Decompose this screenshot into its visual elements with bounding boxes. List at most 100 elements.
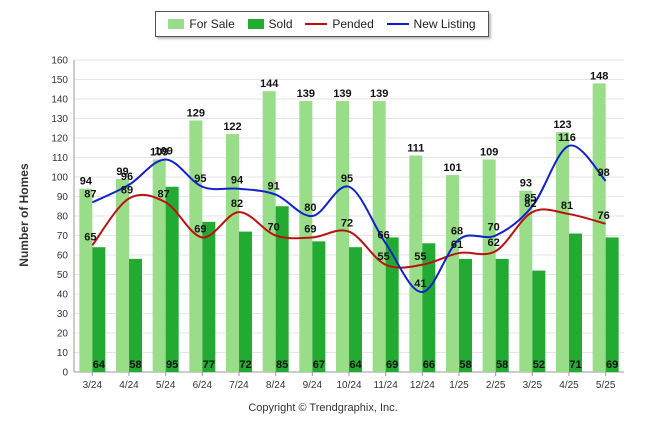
label-pended-10/24: 72	[341, 218, 353, 230]
legend-swatch-for-sale	[168, 19, 185, 29]
label-pended-7/24: 82	[231, 198, 243, 210]
bar-for-sale-4/25	[556, 132, 569, 372]
y-axis-label: Number of Homes	[17, 163, 31, 266]
label-for-sale-4/25: 123	[553, 119, 571, 131]
x-tick-label-10/24: 10/24	[336, 380, 361, 391]
label-for-sale-7/24: 122	[223, 121, 241, 133]
label-pended-5/24: 87	[158, 188, 170, 200]
copyright-text: Copyright © Trendgraphix, Inc.	[248, 402, 398, 414]
bar-sold-5/25	[605, 237, 619, 372]
label-pended-1/25: 61	[451, 239, 463, 251]
y-tick-label-140: 140	[51, 95, 68, 106]
label-sold-4/24: 58	[129, 359, 141, 371]
label-pended-2/25: 62	[488, 237, 500, 249]
label-for-sale-5/25: 148	[590, 70, 608, 82]
label-sold-12/24: 66	[423, 359, 435, 371]
bar-for-sale-11/24	[372, 100, 386, 372]
y-tick-label-30: 30	[57, 309, 69, 320]
y-tick-label-160: 160	[51, 56, 68, 67]
label-sold-4/25: 71	[569, 359, 581, 371]
y-tick-label-80: 80	[57, 212, 69, 223]
y-tick-label-10: 10	[57, 348, 69, 359]
label-for-sale-10/24: 139	[333, 88, 351, 100]
bar-sold-7/24	[239, 231, 252, 372]
x-tick-label-3/25: 3/25	[523, 380, 543, 391]
y-tick-label-90: 90	[57, 192, 69, 203]
label-for-sale-8/24: 144	[260, 78, 279, 90]
label-new-listing-10/24: 95	[341, 173, 353, 185]
bar-for-sale-1/25	[446, 175, 459, 372]
bar-for-sale-5/25	[592, 83, 606, 373]
label-sold-1/25: 58	[459, 359, 471, 371]
bar-sold-4/25	[569, 233, 582, 372]
legend-label-for-sale: For Sale	[189, 17, 235, 31]
bar-sold-2/25	[495, 258, 509, 372]
label-sold-11/24: 69	[386, 359, 398, 371]
label-pended-12/24: 55	[414, 251, 426, 263]
line-pended	[91, 193, 606, 269]
label-sold-5/25: 69	[606, 359, 618, 371]
bar-sold-4/24	[129, 258, 142, 372]
label-for-sale-12/24: 111	[407, 143, 424, 155]
label-new-listing-12/24: 41	[414, 278, 426, 290]
x-tick-label-4/25: 4/25	[559, 380, 579, 391]
bar-sold-8/24	[275, 206, 289, 372]
label-for-sale-3/24: 94	[80, 176, 93, 188]
x-tick-label-8/24: 8/24	[266, 380, 286, 391]
label-sold-3/25: 52	[533, 359, 545, 371]
label-for-sale-4/24: 99	[116, 166, 128, 178]
bar-for-sale-7/24	[226, 134, 239, 372]
label-pended-9/24: 69	[304, 223, 316, 235]
label-new-listing-5/24: 109	[154, 145, 172, 157]
label-pended-4/24: 89	[121, 184, 133, 196]
bar-for-sale-12/24	[409, 155, 423, 372]
x-tick-label-4/24: 4/24	[119, 380, 139, 391]
legend-item-pended: Pended	[305, 17, 374, 31]
label-pended-3/25: 82	[524, 198, 536, 210]
label-new-listing-4/24: 96	[121, 171, 133, 183]
label-for-sale-11/24: 139	[370, 88, 388, 100]
label-new-listing-3/24: 87	[84, 188, 96, 200]
label-for-sale-1/25: 101	[443, 162, 461, 174]
bar-sold-5/24	[165, 186, 179, 372]
label-for-sale-3/25: 93	[520, 178, 532, 190]
bar-for-sale-5/24	[152, 159, 166, 372]
bar-sold-6/24	[202, 221, 216, 372]
label-sold-2/25: 58	[496, 359, 508, 371]
bar-for-sale-10/24	[336, 100, 349, 372]
bar-sold-9/24	[312, 241, 326, 372]
legend-item-for-sale: For Sale	[168, 17, 235, 31]
label-sold-6/24: 77	[203, 359, 215, 371]
y-tick-label-150: 150	[51, 75, 68, 86]
label-sold-5/24: 95	[166, 359, 178, 371]
y-tick-label-40: 40	[57, 290, 69, 301]
label-new-listing-2/25: 70	[488, 222, 500, 234]
x-tick-label-9/24: 9/24	[303, 380, 323, 391]
x-tick-label-2/25: 2/25	[486, 380, 506, 391]
bar-sold-11/24	[385, 237, 399, 372]
bar-for-sale-2/25	[482, 159, 496, 372]
label-new-listing-9/24: 80	[304, 202, 316, 214]
label-sold-8/24: 85	[276, 359, 288, 371]
bar-sold-12/24	[422, 243, 436, 372]
label-pended-6/24: 69	[194, 223, 206, 235]
x-tick-label-7/24: 7/24	[229, 380, 249, 391]
legend-label-new-listing: New Listing	[413, 17, 476, 31]
line-new-listing	[91, 144, 607, 294]
legend-item-sold: Sold	[247, 17, 293, 31]
label-pended-11/24: 55	[378, 251, 390, 263]
label-for-sale-9/24: 139	[297, 88, 315, 100]
label-pended-4/25: 81	[561, 200, 573, 212]
label-new-listing-7/24: 94	[231, 175, 244, 187]
y-tick-label-70: 70	[57, 231, 69, 242]
bar-for-sale-3/24	[79, 188, 93, 372]
y-tick-label-120: 120	[51, 134, 68, 145]
label-new-listing-6/24: 95	[194, 173, 206, 185]
label-sold-10/24: 64	[349, 359, 362, 371]
y-axis-label-text: Number of Homes	[17, 163, 31, 267]
x-tick-label-3/24: 3/24	[83, 380, 103, 391]
bar-for-sale-6/24	[189, 120, 203, 372]
label-for-sale-6/24: 129	[187, 107, 205, 119]
label-new-listing-5/25: 98	[598, 167, 610, 179]
